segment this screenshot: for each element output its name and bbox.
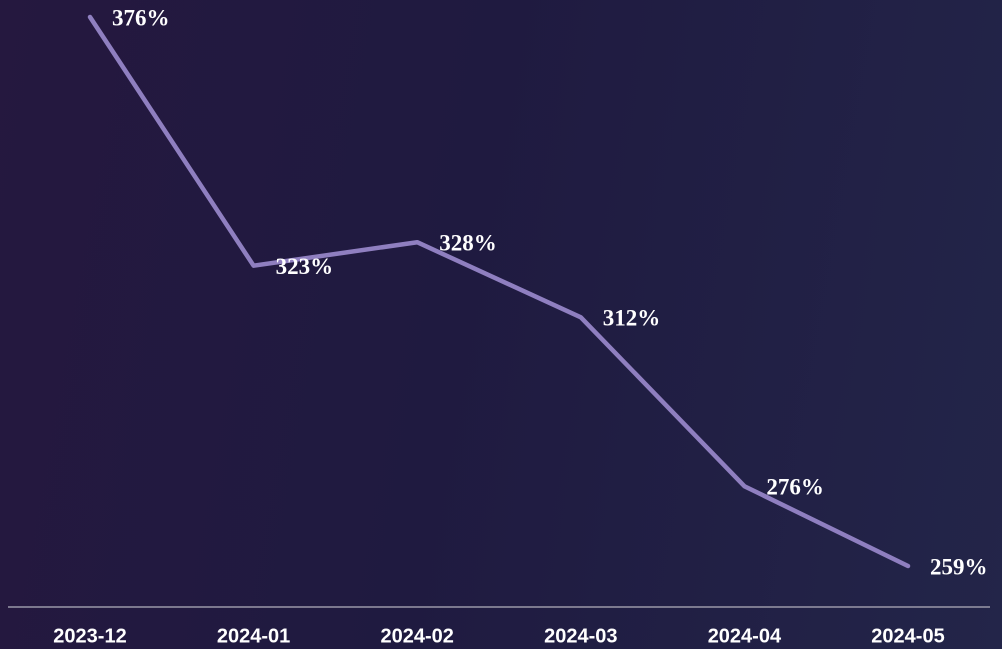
x-tick-label: 2024-05 bbox=[871, 625, 944, 647]
value-label: 376% bbox=[112, 5, 170, 30]
x-tick-label: 2024-04 bbox=[708, 625, 782, 647]
x-tick-label: 2024-01 bbox=[217, 625, 290, 647]
value-label: 328% bbox=[439, 231, 497, 256]
value-label: 323% bbox=[276, 254, 334, 279]
value-label: 276% bbox=[766, 475, 824, 500]
x-tick-label: 2024-03 bbox=[544, 625, 617, 647]
x-tick-label: 2023-12 bbox=[53, 625, 126, 647]
value-label: 312% bbox=[603, 306, 661, 331]
line bbox=[87, 14, 911, 569]
x-tick-label: 2024-02 bbox=[380, 625, 453, 647]
value-label: 259% bbox=[930, 554, 988, 579]
